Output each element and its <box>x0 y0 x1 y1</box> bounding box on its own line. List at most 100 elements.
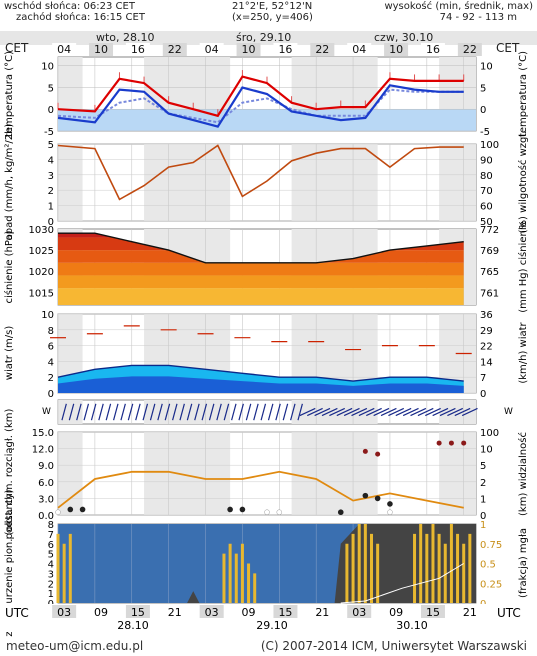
utc-hour-label: 15 <box>426 606 440 619</box>
wind-arrow <box>297 403 303 421</box>
dewpoint-line <box>57 88 464 124</box>
wind-arrow <box>461 407 478 417</box>
wind-arrow <box>417 407 434 417</box>
axis-label: ciśnienie (hPa) <box>3 230 15 303</box>
ytick-right: 0.25 <box>480 579 502 590</box>
cet-hour-bg <box>347 43 372 56</box>
ytick-left: 4 <box>48 560 54 571</box>
cloud-bar <box>449 524 453 603</box>
wind-arrow <box>351 407 368 417</box>
wind-fill-dark <box>58 376 464 393</box>
wind-arrow <box>164 403 171 421</box>
night-shade <box>291 432 378 515</box>
utc-label-left: UTC <box>5 606 29 620</box>
utc-hour-label: 15 <box>131 606 145 619</box>
sunrise-text: wschód słońca: 06:23 CET <box>4 1 135 12</box>
wind-arrow <box>373 407 390 417</box>
cloud-bar <box>253 573 257 603</box>
axis-label: zachmurzenie pion. (oktanty) <box>4 489 15 636</box>
ytick-left: 12.0 <box>32 445 54 456</box>
cloud-bar <box>345 543 349 603</box>
wind-arrow <box>358 407 375 417</box>
day-label-bottom: 29.10 <box>256 619 288 632</box>
wind-dir-label-right: W <box>504 407 513 417</box>
pressure-band <box>58 275 464 289</box>
ytick-left: 3 <box>48 569 54 580</box>
cet-hour-label: 22 <box>315 43 329 56</box>
cloud-bar <box>437 533 441 603</box>
utc-label-right: UTC <box>497 606 521 620</box>
pressure-band <box>58 288 464 305</box>
wind-arrow <box>299 407 316 417</box>
axis-label: wiatr (m/s) <box>4 326 15 381</box>
wind-arrow <box>120 403 126 421</box>
ytick-right: 1 <box>480 520 486 531</box>
ytick-left: 1 <box>48 202 54 213</box>
ytick-left: 7 <box>48 530 54 541</box>
wind-arrow <box>68 403 75 421</box>
ytick-right: 14 <box>480 357 493 368</box>
ytick-right: 765 <box>480 267 499 278</box>
cet-hour-label: 04 <box>205 43 219 56</box>
cloud-bar <box>222 553 226 603</box>
wind-arrow <box>238 403 244 421</box>
pressure-line <box>58 232 464 264</box>
wind-arrow <box>314 407 331 417</box>
cloud-bar <box>376 543 380 603</box>
wind-arrow <box>260 403 267 421</box>
panel-frame <box>57 143 477 222</box>
ytick-left: 1015 <box>29 288 54 299</box>
ytick-right: 5 <box>480 461 486 472</box>
wind-arrow <box>83 403 90 421</box>
wind-arrow <box>402 407 419 417</box>
cet-hour-label: 22 <box>168 43 182 56</box>
altitude-label: wysokość (min, średnik, max) <box>384 1 533 12</box>
grid-text: (x=250, y=406) <box>232 12 313 23</box>
cet-label-left: CET <box>5 41 29 55</box>
cet-hour-label: 16 <box>131 43 145 56</box>
ytick-left: 1025 <box>29 246 54 257</box>
ytick-left: 2 <box>48 373 54 384</box>
utc-hour-label: 03 <box>352 606 366 619</box>
ytick-left: 9.0 <box>38 461 54 472</box>
wind-arrow <box>90 403 97 421</box>
ytick-right: 60 <box>480 202 493 213</box>
ytick-right: 22 <box>480 342 493 353</box>
night-shade <box>144 144 231 221</box>
cloud-bar <box>456 533 460 603</box>
night-shade <box>291 400 378 424</box>
cet-hour-bg <box>236 43 261 56</box>
axis-label: temperatura (°C) <box>4 51 15 137</box>
axis-label: (%) wilgotność wzgl. <box>517 131 529 234</box>
utc-hour-bg <box>384 605 409 618</box>
wind-arrow <box>98 403 104 421</box>
utc-hour-bg <box>199 605 224 618</box>
wind-arrow <box>432 407 449 417</box>
cloud-base-dot <box>362 492 369 499</box>
wind-arrow <box>113 403 119 421</box>
cet-hour-bg <box>457 43 482 56</box>
ytick-right: 5 <box>480 83 486 94</box>
night-shade <box>58 432 83 515</box>
day-label: czw, 30.10 <box>374 31 433 44</box>
ytick-right: 29 <box>480 326 493 337</box>
utc-hour-bg <box>273 605 298 618</box>
axis-label: (km/h) wiatr <box>518 321 529 383</box>
wind-arrow <box>307 407 323 417</box>
cet-hour-label: 16 <box>426 43 440 56</box>
utc-hour-bg <box>420 605 445 618</box>
wind-arrow <box>127 403 134 421</box>
footer-email[interactable]: meteo-um@icm.edu.pl <box>6 639 144 653</box>
cet-hour-label: 22 <box>463 43 477 56</box>
ytick-right: 36 <box>480 310 493 321</box>
ytick-right: 0 <box>480 105 486 116</box>
utc-hour-label: 09 <box>389 606 403 619</box>
cet-strip <box>0 31 537 45</box>
cloud-bar <box>468 533 472 603</box>
sunset-text: zachód słońca: 16:15 CET <box>16 12 145 23</box>
utc-hour-bg <box>162 605 187 618</box>
axis-label: (mm Hg) ciśnienie <box>517 221 529 313</box>
utc-hour-bg <box>457 605 482 618</box>
ytick-right: 0.75 <box>480 540 502 551</box>
